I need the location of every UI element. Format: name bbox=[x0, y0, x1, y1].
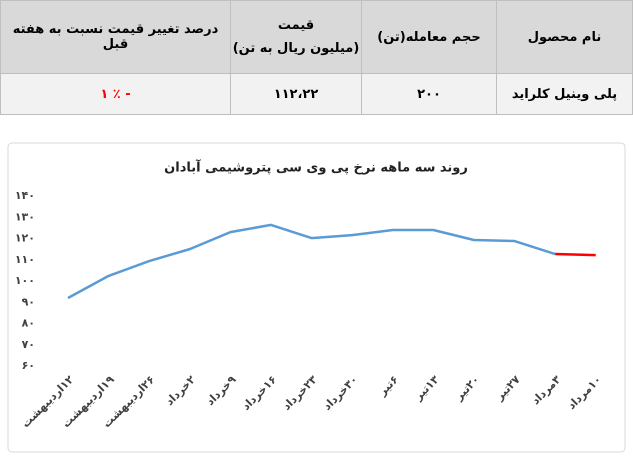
header-cell: حجم معامله(تن) bbox=[361, 0, 497, 74]
header-row: نام محصول حجم معامله(تن) قیمت (میلیون ریا… bbox=[0, 0, 633, 74]
y-tick-label: ۱۴۰ bbox=[15, 189, 35, 202]
price-table: نام محصول حجم معامله(تن) قیمت (میلیون ریا… bbox=[0, 0, 633, 115]
y-tick-label: ۱۲۰ bbox=[15, 232, 35, 245]
y-tick-label: ۹۰ bbox=[22, 295, 35, 308]
header-cell: نام محصول bbox=[496, 0, 633, 74]
line bbox=[67, 223, 556, 300]
cell: ۱۱۲،۲۲ bbox=[230, 73, 362, 115]
y-tick-label: ۱۳۰ bbox=[15, 210, 35, 223]
y-tick-label: ۱۰۰ bbox=[15, 274, 35, 287]
header-line: قیمت bbox=[277, 18, 315, 33]
chart-frame bbox=[7, 142, 626, 453]
y-tick-label: ۷۰ bbox=[22, 338, 35, 351]
data-row: پلی وینیل کلراید ۲۰۰ ۱۱۲،۲۲ ۱ ٪ - bbox=[0, 73, 633, 115]
header-cell: درصد تغییر قیمت نسبت به هفته قبل bbox=[0, 0, 231, 74]
y-tick-label: ۸۰ bbox=[22, 317, 35, 330]
cell: پلی وینیل کلراید bbox=[496, 73, 633, 115]
y-tick-label: ۱۱۰ bbox=[15, 253, 35, 266]
cell: ۱ ٪ - bbox=[0, 73, 231, 115]
line-last-segment bbox=[555, 252, 596, 257]
chart-title: روند سه ماهه نرخ پی وی سی پتروشیمی آبادا… bbox=[164, 159, 468, 176]
y-tick-label: ۶۰ bbox=[22, 359, 35, 372]
cell: ۲۰۰ bbox=[361, 73, 497, 115]
header-line: (میلیون ریال به تن) bbox=[232, 41, 360, 56]
